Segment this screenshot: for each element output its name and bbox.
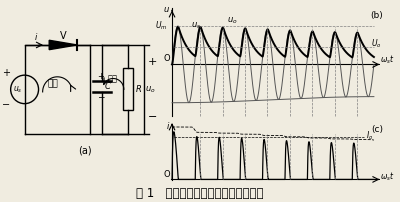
Text: $I_o$: $I_o$ (366, 130, 373, 142)
Text: C: C (105, 82, 110, 91)
Text: +: + (148, 57, 157, 67)
Text: +: + (2, 68, 10, 78)
Text: V: V (60, 31, 66, 41)
Text: $U_m$: $U_m$ (154, 20, 167, 32)
Text: i: i (167, 122, 169, 132)
Text: u: u (164, 5, 169, 14)
Text: $u_s$: $u_s$ (191, 20, 202, 31)
Text: $\omega_s t$: $\omega_s t$ (380, 53, 395, 66)
Text: $u_s$: $u_s$ (13, 84, 23, 95)
Text: $U_o$: $U_o$ (371, 37, 382, 50)
Text: R: R (136, 85, 142, 94)
Text: $u_o$: $u_o$ (227, 15, 238, 26)
Bar (123, 68, 133, 110)
Text: 充电: 充电 (47, 79, 58, 88)
Text: 放电: 放电 (107, 74, 117, 83)
Text: (c): (c) (371, 125, 383, 134)
Text: O: O (163, 54, 170, 63)
Text: (b): (b) (370, 11, 383, 20)
Text: $\omega_s t$: $\omega_s t$ (380, 170, 395, 183)
Text: (a): (a) (78, 146, 91, 156)
Polygon shape (49, 40, 77, 50)
Text: −: − (2, 100, 10, 110)
Text: −: − (148, 112, 157, 122)
Text: O: O (163, 170, 170, 179)
Text: 图 1   二极管检波器的原理图和波形图: 图 1 二极管检波器的原理图和波形图 (136, 187, 264, 200)
Text: $u_o$: $u_o$ (145, 84, 155, 95)
Text: −: − (97, 92, 105, 101)
Text: i: i (35, 33, 37, 42)
Text: +: + (98, 72, 104, 81)
